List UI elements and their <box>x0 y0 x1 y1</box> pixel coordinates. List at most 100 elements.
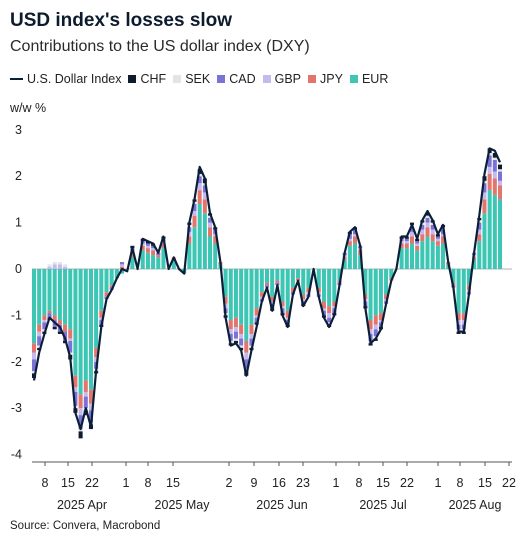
legend-swatch <box>173 75 182 83</box>
x-tick-label: 1 <box>435 476 442 490</box>
bar-eur <box>301 269 306 295</box>
bar-gbp <box>99 317 104 321</box>
bar-chf <box>52 327 57 330</box>
bar-cad <box>264 285 270 288</box>
bar-jpy <box>321 301 326 309</box>
x-tick-label: 22 <box>400 476 414 490</box>
bar-sek <box>487 153 492 156</box>
bar-jpy <box>497 185 503 200</box>
x-tick-label: 8 <box>457 476 464 490</box>
bar-eur <box>120 269 125 274</box>
bar-eur <box>213 243 218 269</box>
bar-cad <box>497 171 503 181</box>
bar-gbp <box>441 234 446 237</box>
bar-eur <box>435 245 440 269</box>
bar-cad <box>120 262 125 265</box>
x-tick-label: 15 <box>478 476 492 490</box>
bar-chf <box>78 431 83 439</box>
bar-cad <box>275 282 280 286</box>
line-us-dollar-index <box>32 147 502 431</box>
bar-jpy <box>78 394 83 409</box>
bar-jpy <box>145 248 150 253</box>
legend-item-sek: SEK <box>173 72 210 86</box>
bar-eur <box>37 269 42 325</box>
bar-eur <box>321 269 326 302</box>
legend-label: EUR <box>361 72 389 86</box>
x-month-label: 2025 Jul <box>359 498 406 512</box>
bar-jpy <box>52 315 57 321</box>
bar-jpy <box>47 310 52 314</box>
legend-swatch <box>217 75 226 83</box>
bar-jpy <box>482 199 487 214</box>
bar-eur <box>42 269 47 316</box>
bar-eur <box>104 269 109 293</box>
bar-eur <box>358 255 363 269</box>
bar-jpy <box>88 389 93 404</box>
bar-sek <box>327 322 332 325</box>
bar-eur <box>451 269 456 283</box>
bar-eur <box>233 269 238 318</box>
bar-jpy <box>130 252 135 258</box>
bar-jpy <box>461 313 466 321</box>
legend-swatch <box>349 75 358 83</box>
bar-jpy <box>161 243 166 249</box>
bar-eur <box>482 213 487 269</box>
bar-jpy <box>254 308 259 316</box>
bar-eur <box>441 243 446 269</box>
bar-gbp <box>477 229 482 235</box>
bar-eur <box>363 269 368 295</box>
bar-cad <box>42 322 47 330</box>
bar-eur <box>130 257 135 269</box>
bar-jpy <box>109 285 114 288</box>
bar-jpy <box>151 250 156 256</box>
bar-jpy <box>296 278 301 281</box>
bar-eur <box>384 269 389 295</box>
bar-gbp <box>409 231 414 237</box>
bar-gbp <box>259 296 264 300</box>
bar-eur <box>492 194 497 269</box>
legend-label: SEK <box>185 72 211 86</box>
bar-gbp <box>120 264 125 267</box>
bar-eur <box>342 259 347 269</box>
bar-eur <box>197 204 202 269</box>
bar-gbp <box>228 329 233 334</box>
legend-item-gbp: GBP <box>262 72 301 86</box>
bar-eur <box>151 255 156 269</box>
bar-eur <box>249 269 254 325</box>
legend-item-chf: CHF <box>128 72 166 86</box>
bar-chf <box>409 222 414 225</box>
y-axis-unit: w/w % <box>10 101 47 115</box>
bar-jpy <box>156 255 161 258</box>
bar-eur <box>52 269 57 316</box>
bar-chf <box>368 343 373 346</box>
x-tick-label: 15 <box>376 476 390 490</box>
bar-eur <box>430 241 435 269</box>
bar-gbp <box>244 352 249 360</box>
bar-cad <box>249 338 254 346</box>
x-tick-label: 15 <box>61 476 75 490</box>
bar-gbp <box>497 180 503 186</box>
bar-jpy <box>477 234 482 242</box>
bar-sek <box>63 264 68 267</box>
bar-eur <box>259 269 264 293</box>
bar-gbp <box>52 264 57 269</box>
bar-jpy <box>373 315 378 325</box>
bar-eur <box>306 269 311 288</box>
bar-jpy <box>384 294 389 300</box>
bar-chf <box>425 213 430 216</box>
bar-gbp <box>42 320 47 323</box>
bar-gbp <box>347 238 352 242</box>
bar-gbp <box>332 306 337 309</box>
legend-label: CHF <box>140 72 167 86</box>
bar-eur <box>497 199 503 269</box>
y-tick-label: 3 <box>15 123 22 137</box>
bar-chf <box>461 331 466 334</box>
bar-jpy <box>275 280 280 283</box>
bar-eur <box>239 269 244 325</box>
bar-jpy <box>435 241 440 246</box>
bar-eur <box>78 269 83 395</box>
bar-eur <box>114 269 119 279</box>
bar-gbp <box>57 264 62 269</box>
bar-jpy <box>270 296 275 302</box>
